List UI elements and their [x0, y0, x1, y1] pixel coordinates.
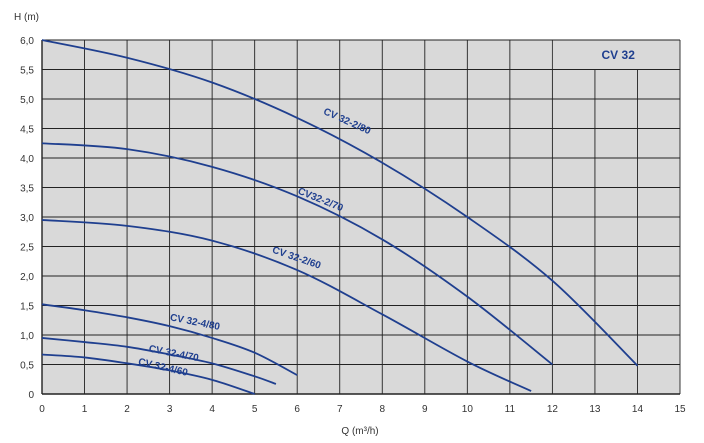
- series-line-5: [41, 353, 255, 395]
- y-tick-label: 1,0: [20, 331, 34, 342]
- x-tick-label: 5: [252, 404, 258, 415]
- x-tick-label: 13: [589, 404, 601, 415]
- series-line-1: [41, 142, 553, 366]
- x-tick-label: 15: [674, 404, 686, 415]
- x-tick-label: 7: [337, 404, 343, 415]
- y-tick-label: 5,0: [20, 95, 34, 106]
- x-tick-label: 8: [379, 404, 385, 415]
- x-tick-label: 12: [547, 404, 559, 415]
- legend-box-label: CV 32: [602, 48, 636, 62]
- y-tick-label: 3,0: [20, 213, 34, 224]
- curves: [41, 39, 639, 395]
- y-axis-title: H (m): [14, 12, 39, 23]
- x-tick-label: 1: [82, 404, 88, 415]
- series-line-0: [41, 39, 639, 367]
- y-tick-label: 6,0: [20, 36, 34, 47]
- series-line-2: [41, 219, 532, 392]
- x-tick-label: 4: [209, 404, 215, 415]
- y-tick-label: 1,5: [20, 302, 34, 313]
- y-tick-label: 3,5: [20, 184, 34, 195]
- y-tick-labels: 0 0,5 1,0 1,5 2,0 2,5 3,0 3,5 4,0 4,5 5,0 5,5 6,0: [20, 36, 34, 401]
- x-tick-label: 2: [124, 404, 130, 415]
- y-tick-label: 4,5: [20, 125, 34, 136]
- y-tick-label: 0,5: [20, 361, 34, 372]
- legend-box: [552, 40, 680, 69]
- x-tick-label: 6: [294, 404, 300, 415]
- x-tick-label: 0: [39, 404, 45, 415]
- y-tick-label: 2,0: [20, 272, 34, 283]
- y-tick-label: 2,5: [20, 243, 34, 254]
- series-line-4: [41, 337, 277, 385]
- x-tick-label: 11: [505, 404, 516, 415]
- y-tick-label: 0: [28, 390, 34, 401]
- x-axis-title: Q (m³/h): [341, 426, 378, 437]
- y-tick-label: 4,0: [20, 154, 34, 165]
- x-tick-label: 3: [167, 404, 173, 415]
- series-line-3: [41, 303, 298, 376]
- y-tick-label: 5,5: [20, 66, 34, 77]
- grid-lines: [41, 39, 681, 395]
- x-tick-label: 9: [422, 404, 428, 415]
- x-tick-labels: 0 1 2 3 4 5 6 7 8 9 10 11 12 13 14 15: [39, 404, 686, 415]
- x-tick-label: 14: [632, 404, 644, 415]
- x-tick-label: 10: [462, 404, 474, 415]
